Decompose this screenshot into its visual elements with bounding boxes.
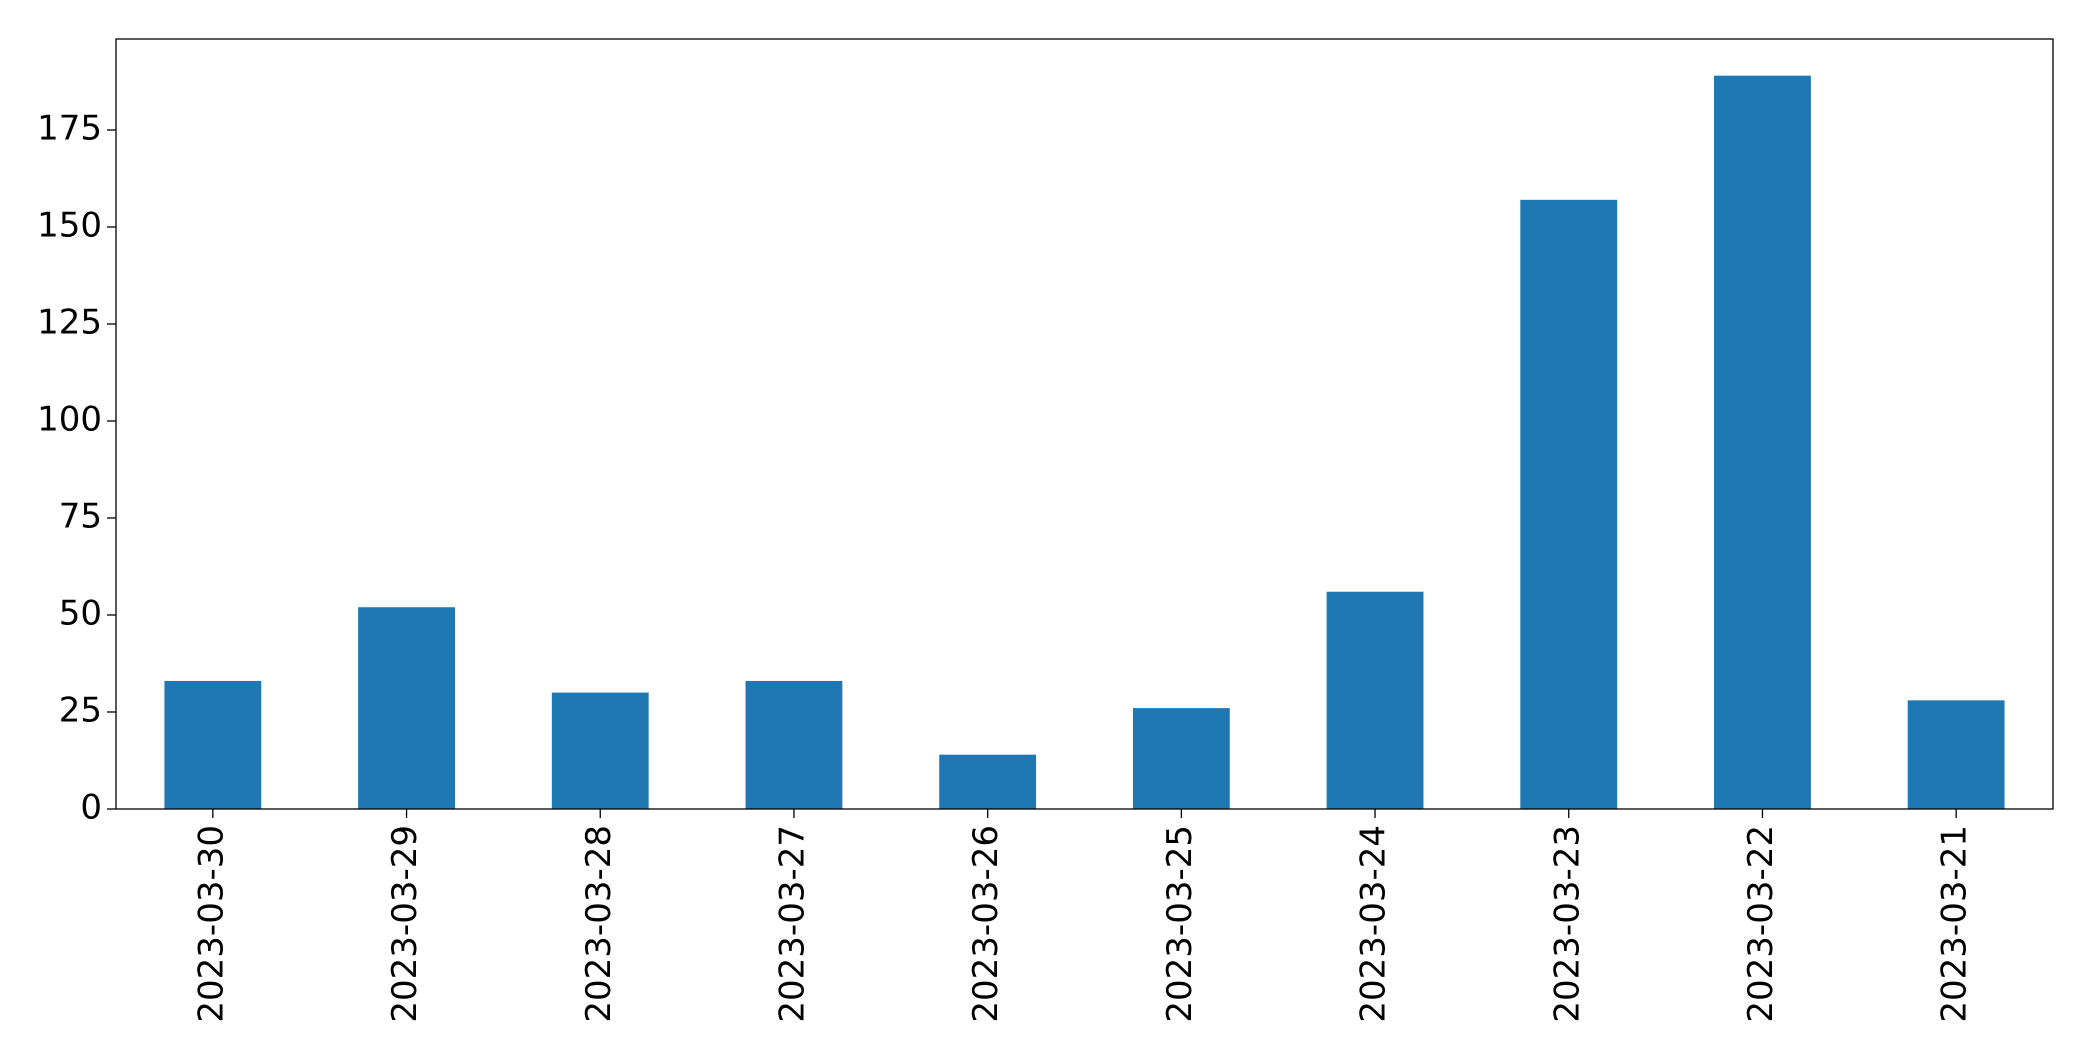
bar <box>358 607 455 809</box>
x-tick-label: 2023-03-28 <box>579 825 619 1023</box>
bar <box>1907 700 2005 809</box>
x-tick-label: 2023-03-22 <box>1741 825 1781 1023</box>
bar <box>939 754 1037 809</box>
y-tick-label: 175 <box>37 108 102 148</box>
bar <box>745 680 843 809</box>
y-tick-label: 125 <box>37 302 102 342</box>
x-tick-label: 2023-03-30 <box>191 825 231 1023</box>
bar <box>1326 591 1424 809</box>
x-tick-label: 2023-03-27 <box>772 825 812 1023</box>
bar <box>1132 708 1230 809</box>
y-tick-label: 0 <box>80 788 102 828</box>
y-tick-label: 75 <box>59 496 102 536</box>
plot-frame <box>115 38 2054 810</box>
y-tick-label: 50 <box>59 593 102 633</box>
x-tick-label: 2023-03-21 <box>1935 825 1975 1023</box>
bar <box>551 692 649 809</box>
x-tick-label: 2023-03-24 <box>1354 825 1394 1023</box>
y-tick-label: 150 <box>37 205 102 245</box>
bar <box>164 680 262 809</box>
x-tick-label: 2023-03-23 <box>1547 825 1587 1023</box>
x-tick-label: 2023-03-26 <box>966 825 1006 1023</box>
x-tick-label: 2023-03-25 <box>1160 825 1200 1023</box>
x-tick-label: 2023-03-29 <box>385 825 425 1023</box>
y-tick-label: 25 <box>59 690 102 730</box>
bar <box>1714 75 1811 809</box>
y-tick-label: 100 <box>37 399 102 439</box>
bar <box>1520 199 1618 809</box>
